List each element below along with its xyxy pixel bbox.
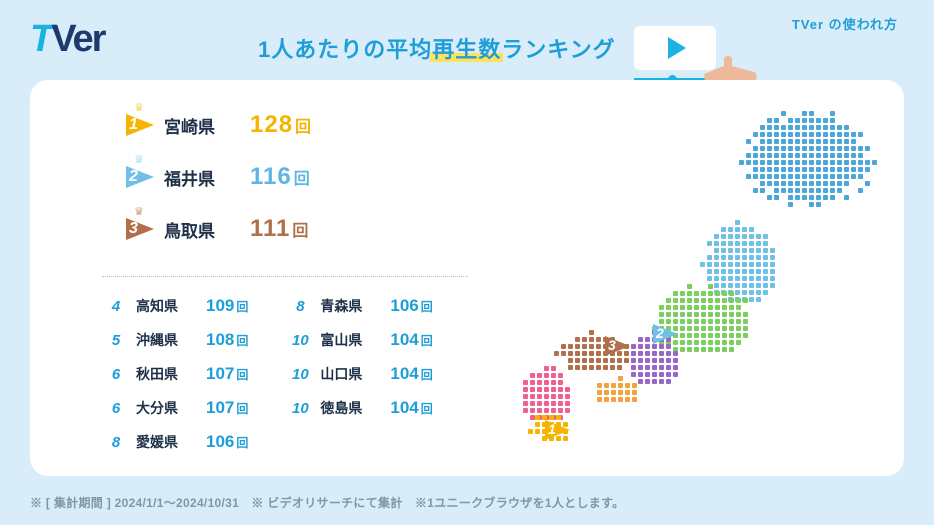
map-rank-marker: 3 <box>602 332 632 360</box>
map-rank-marker: 2 <box>650 320 680 348</box>
prefecture-name: 富山県 <box>320 330 390 350</box>
rank-badge: ♛ 1 <box>114 110 164 140</box>
play-count: 104回 <box>390 364 432 384</box>
play-count: 104回 <box>390 330 432 350</box>
unit: 回 <box>421 402 433 416</box>
divider <box>102 276 468 277</box>
unit: 回 <box>295 119 312 136</box>
play-icon <box>668 37 686 59</box>
rank-number: 2 <box>129 168 138 186</box>
play-count: 116回 <box>250 163 311 191</box>
page-title: 1人あたりの平均再生数ランキング <box>258 32 616 64</box>
top3-list: ♛ 1 宮崎県 128回 ♛ 2 福井県 116回 ♛ 3 鳥取県 111回 <box>114 106 312 262</box>
rank-badge: ♛ 2 <box>114 162 164 192</box>
play-count: 104回 <box>390 398 432 418</box>
prefecture-name: 高知県 <box>136 296 206 316</box>
rest-col-right: 8 青森県 106回 10 富山県 104回 10 山口県 104回 10 徳島… <box>286 290 432 460</box>
prefecture-name: 福井県 <box>164 165 250 190</box>
rank-triangle-icon: 1 <box>122 110 156 140</box>
prefecture-name: 青森県 <box>320 296 390 316</box>
play-count: 109回 <box>206 296 248 316</box>
rank-number: 6 <box>102 400 130 417</box>
rest-col-left: 4 高知県 109回 5 沖縄県 108回 6 秋田県 107回 6 大分県 1… <box>102 290 248 460</box>
play-count: 107回 <box>206 398 248 418</box>
unit: 回 <box>294 171 311 188</box>
rank-number: 10 <box>286 332 314 349</box>
rank-triangle-icon: 2 <box>122 162 156 192</box>
top3-row: ♛ 2 福井県 116回 <box>114 158 312 196</box>
ranking-row: 10 徳島県 104回 <box>286 392 432 424</box>
rank-number: 5 <box>102 332 130 349</box>
unit: 回 <box>421 368 433 382</box>
map-rank-marker: 1 <box>542 416 572 444</box>
rank-number: 10 <box>286 400 314 417</box>
prefecture-name: 秋田県 <box>136 364 206 384</box>
rest-list: 4 高知県 109回 5 沖縄県 108回 6 秋田県 107回 6 大分県 1… <box>102 290 433 460</box>
prefecture-name: 大分県 <box>136 398 206 418</box>
play-count: 108回 <box>206 330 248 350</box>
play-count: 111回 <box>250 215 309 243</box>
prefecture-name: 徳島県 <box>320 398 390 418</box>
ranking-row: 8 青森県 106回 <box>286 290 432 322</box>
unit: 回 <box>421 300 433 314</box>
ranking-row: 6 大分県 107回 <box>102 392 248 424</box>
title-highlight: 再生数 <box>432 37 501 62</box>
unit: 回 <box>292 223 309 240</box>
rank-number: 4 <box>102 298 130 315</box>
title-pre: 1人あたりの平均 <box>258 37 432 62</box>
map-region <box>590 376 642 402</box>
rank-number: 1 <box>129 116 138 134</box>
rank-number: 6 <box>102 366 130 383</box>
title-wrap: 1人あたりの平均再生数ランキング <box>258 26 716 70</box>
rank-number: 3 <box>129 220 138 238</box>
japan-map: 1 23 <box>482 98 882 458</box>
ranking-panel: ♛ 1 宮崎県 128回 ♛ 2 福井県 116回 ♛ 3 鳥取県 111回 <box>30 80 904 476</box>
ranking-row: 10 富山県 104回 <box>286 324 432 356</box>
map-region <box>732 104 882 207</box>
ranking-row: 10 山口県 104回 <box>286 358 432 390</box>
play-count: 107回 <box>206 364 248 384</box>
ranking-row: 8 愛媛県 106回 <box>102 426 248 458</box>
ranking-row: 5 沖縄県 108回 <box>102 324 248 356</box>
unit: 回 <box>236 300 248 314</box>
rank-number: 10 <box>286 366 314 383</box>
rank-number: 8 <box>102 434 130 451</box>
prefecture-name: 沖縄県 <box>136 330 206 350</box>
prefecture-name: 宮崎県 <box>164 113 250 138</box>
header-tag: TVer の使われ方 <box>792 14 898 33</box>
brand-logo: TVer <box>30 18 104 61</box>
unit: 回 <box>236 368 248 382</box>
prefecture-name: 鳥取県 <box>164 217 250 242</box>
title-post: ランキング <box>501 37 615 62</box>
top3-row: ♛ 3 鳥取県 111回 <box>114 210 312 248</box>
ranking-row: 6 秋田県 107回 <box>102 358 248 390</box>
rank-badge: ♛ 3 <box>114 214 164 244</box>
rank-triangle-icon: 3 <box>122 214 156 244</box>
logo-t: T <box>30 18 51 60</box>
play-button[interactable] <box>634 26 716 70</box>
play-count: 106回 <box>390 296 432 316</box>
unit: 回 <box>236 436 248 450</box>
top3-row: ♛ 1 宮崎県 128回 <box>114 106 312 144</box>
play-count: 106回 <box>206 432 248 452</box>
unit: 回 <box>236 334 248 348</box>
prefecture-name: 山口県 <box>320 364 390 384</box>
prefecture-name: 愛媛県 <box>136 432 206 452</box>
rank-number: 8 <box>286 298 314 315</box>
ranking-row: 4 高知県 109回 <box>102 290 248 322</box>
unit: 回 <box>421 334 433 348</box>
footnote: ※ [ 集計期間 ] 2024/1/1～2024/10/31 ※ ビデオリサーチ… <box>30 494 624 511</box>
play-count: 128回 <box>250 111 312 139</box>
unit: 回 <box>236 402 248 416</box>
logo-ver: Ver <box>51 18 104 60</box>
